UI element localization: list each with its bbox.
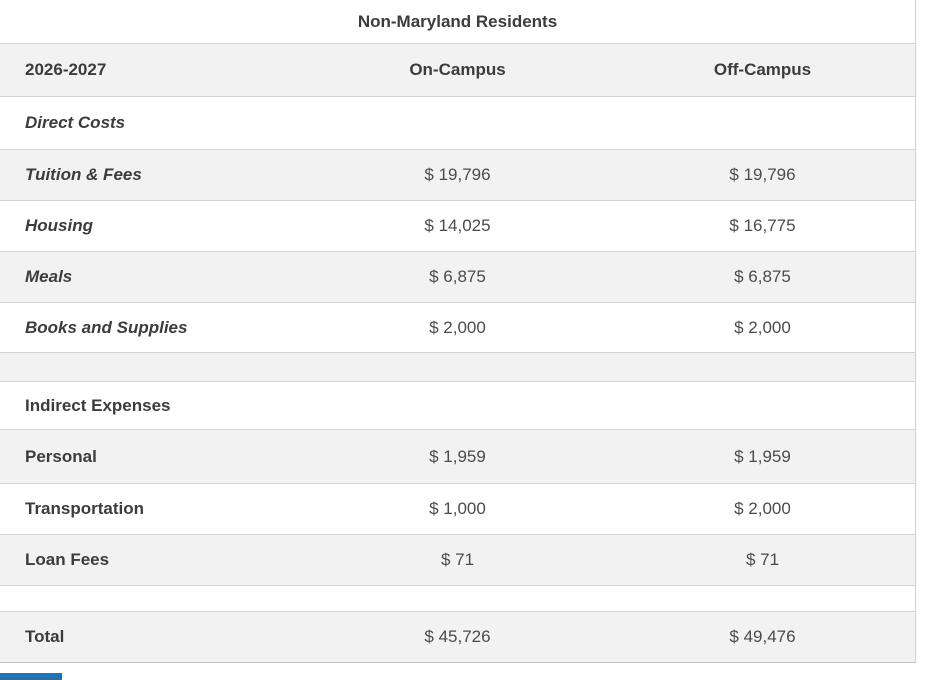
table-title: Non-Maryland Residents (357, 11, 558, 31)
column-header-row: 2026-2027 On-Campus Off-Campus (0, 44, 915, 97)
row-label: Personal (25, 446, 97, 466)
table-row-loan-fees: Loan Fees $ 71 $ 71 (0, 535, 915, 586)
off-campus-value: $ 16,775 (729, 216, 796, 235)
table-row-meals: Meals $ 6,875 $ 6,875 (0, 252, 915, 303)
total-label: Total (25, 627, 65, 646)
year-header: 2026-2027 (25, 60, 107, 79)
on-campus-value: $ 19,796 (424, 165, 491, 184)
row-label: Books and Supplies (25, 317, 188, 337)
table-title-row: Non-Maryland Residents (0, 0, 915, 44)
off-campus-value: $ 1,959 (734, 446, 791, 466)
on-campus-value: $ 1,000 (429, 499, 486, 518)
table-row-books-supplies: Books and Supplies $ 2,000 $ 2,000 (0, 303, 915, 353)
off-campus-value: $ 71 (745, 550, 780, 569)
indirect-expenses-label: Indirect Expenses (25, 395, 171, 415)
off-campus-column-header: Off-Campus (713, 60, 812, 79)
section-header-direct-costs: Direct Costs (0, 97, 915, 150)
row-label: Loan Fees (25, 550, 110, 569)
spacer-row (0, 353, 915, 382)
on-campus-value: $ 6,875 (429, 267, 486, 286)
row-label: Housing (25, 216, 93, 235)
off-campus-value: $ 19,796 (729, 165, 796, 184)
on-campus-value: $ 2,000 (429, 317, 486, 337)
on-campus-column-header: On-Campus (409, 60, 506, 79)
spacer-row (0, 586, 915, 612)
on-campus-value: $ 14,025 (424, 216, 491, 235)
total-off-campus-value: $ 49,476 (729, 627, 796, 646)
partially-visible-blue-button[interactable] (0, 673, 62, 680)
direct-costs-label: Direct Costs (25, 113, 126, 132)
off-campus-value: $ 2,000 (734, 499, 791, 518)
row-label: Tuition & Fees (25, 165, 142, 184)
off-campus-value: $ 6,875 (734, 267, 791, 286)
row-label: Meals (25, 267, 73, 286)
table-row-tuition-fees: Tuition & Fees $ 19,796 $ 19,796 (0, 150, 915, 201)
table-row-personal: Personal $ 1,959 $ 1,959 (0, 430, 915, 484)
on-campus-value: $ 71 (440, 550, 475, 569)
cost-of-attendance-table: Non-Maryland Residents 2026-2027 On-Camp… (0, 0, 916, 663)
section-header-indirect-expenses: Indirect Expenses (0, 382, 915, 430)
table-row-total: Total $ 45,726 $ 49,476 (0, 612, 915, 663)
row-label: Transportation (25, 499, 145, 518)
total-on-campus-value: $ 45,726 (424, 627, 491, 646)
on-campus-value: $ 1,959 (429, 446, 486, 466)
table-row-transportation: Transportation $ 1,000 $ 2,000 (0, 484, 915, 535)
off-campus-value: $ 2,000 (734, 317, 791, 337)
table-row-housing: Housing $ 14,025 $ 16,775 (0, 201, 915, 252)
